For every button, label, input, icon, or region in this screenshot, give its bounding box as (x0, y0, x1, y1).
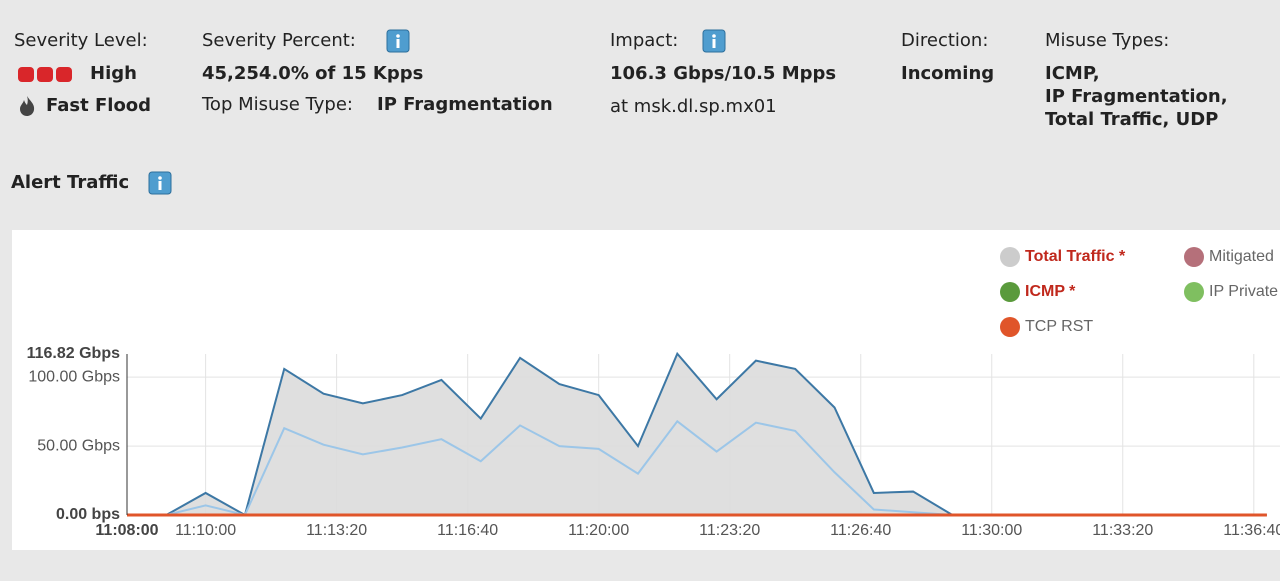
location: at msk.dl.sp.mx01 (610, 96, 777, 117)
legend-marker (1184, 282, 1204, 302)
legend-label: TCP RST (1025, 318, 1093, 335)
legend-marker (1000, 247, 1020, 267)
label: Severity Percent: (202, 30, 356, 51)
legend-label: ICMP * (1025, 283, 1076, 300)
x-tick-label: 11:26:40 (830, 522, 891, 539)
x-tick-label: 11:16:40 (437, 522, 498, 539)
severity-dots (18, 67, 72, 82)
area (127, 353, 1267, 515)
x-tick-label: 11:08:00 (95, 522, 158, 539)
x-tick-label: 11:10:00 (175, 522, 236, 539)
info-icon[interactable] (148, 171, 172, 195)
info-icon[interactable] (386, 29, 410, 53)
x-tick-label: 11:23:20 (699, 522, 760, 539)
y-tick-label: 0.00 bps (56, 506, 120, 523)
info-icon[interactable] (702, 29, 726, 53)
impact: 106.3 Gbps/10.5 Mpps (610, 63, 837, 84)
legend-marker (1000, 282, 1020, 302)
misuse-type: IP Fragmentation, (1045, 86, 1228, 107)
severity-type: Fast Flood (46, 95, 152, 116)
x-tick-label: 11:33:20 (1092, 522, 1153, 539)
label: Misuse Types: (1045, 30, 1170, 51)
label: Direction: (901, 30, 989, 51)
direction: Incoming (901, 63, 995, 84)
label: Impact: (610, 30, 679, 51)
legend-marker (1000, 317, 1020, 337)
top-misuse: IP Fragmentation (377, 94, 553, 115)
misuse-type: Total Traffic, UDP (1045, 109, 1219, 130)
x-tick-label: 11:20:00 (568, 522, 629, 539)
fire-icon (20, 96, 35, 116)
y-tick-label: 50.00 Gbps (37, 437, 120, 454)
y-tick-label: 116.82 Gbps (27, 345, 120, 362)
legend-label: IP Private (1209, 283, 1278, 300)
x-tick-label: 11:13:20 (306, 522, 367, 539)
legend-label: Mitigated (1209, 248, 1274, 265)
x-tick-label: 11:36:40 (1223, 522, 1280, 539)
y-tick-label: 100.00 Gbps (28, 368, 120, 385)
misuse-type: ICMP, (1045, 63, 1100, 84)
legend-marker (1184, 247, 1204, 267)
x-tick-label: 11:30:00 (961, 522, 1022, 539)
section-title: Alert Traffic (11, 172, 130, 193)
label: Severity Level: (14, 30, 148, 51)
severity-percent: 45,254.0% of 15 Kpps (202, 63, 424, 84)
label: Top Misuse Type: (202, 94, 353, 115)
severity-level: High (90, 63, 137, 84)
legend-label: Total Traffic * (1025, 248, 1126, 265)
chart: 0.00 bps 50.00 Gbps 100.00 Gbps 116.82 Gbps… (12, 230, 1280, 550)
